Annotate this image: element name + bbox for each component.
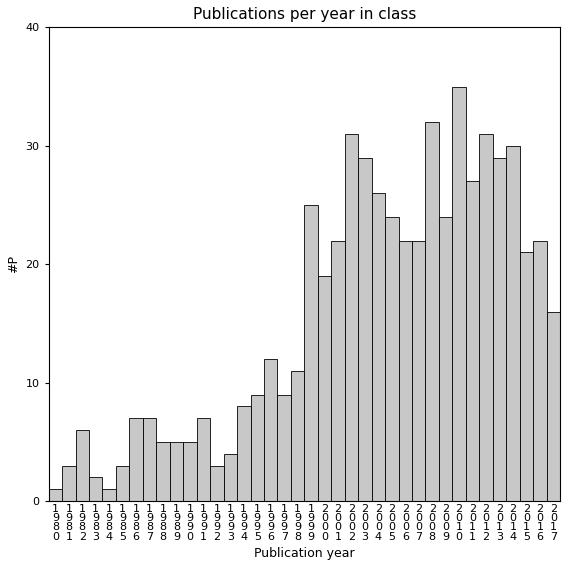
Bar <box>183 442 197 501</box>
Bar <box>318 276 331 501</box>
Bar <box>331 240 345 501</box>
Bar <box>304 205 318 501</box>
Bar <box>277 395 291 501</box>
Bar <box>345 134 358 501</box>
Bar <box>425 122 439 501</box>
Bar <box>520 252 533 501</box>
Bar <box>89 477 103 501</box>
Bar <box>399 240 412 501</box>
Bar <box>62 466 75 501</box>
Bar <box>493 158 506 501</box>
Bar <box>291 371 304 501</box>
Bar <box>223 454 237 501</box>
Bar <box>452 87 466 501</box>
Bar <box>49 489 62 501</box>
Bar <box>129 418 143 501</box>
Bar <box>170 442 183 501</box>
Bar <box>75 430 89 501</box>
Bar <box>533 240 547 501</box>
Bar <box>210 466 223 501</box>
Bar <box>264 359 277 501</box>
Bar <box>116 466 129 501</box>
X-axis label: Publication year: Publication year <box>254 547 355 560</box>
Bar <box>237 407 251 501</box>
Bar <box>439 217 452 501</box>
Bar <box>143 418 156 501</box>
Bar <box>547 312 560 501</box>
Bar <box>251 395 264 501</box>
Bar <box>506 146 520 501</box>
Bar <box>358 158 371 501</box>
Y-axis label: #P: #P <box>7 255 20 273</box>
Bar <box>466 181 479 501</box>
Bar <box>385 217 399 501</box>
Bar <box>197 418 210 501</box>
Bar <box>479 134 493 501</box>
Title: Publications per year in class: Publications per year in class <box>193 7 416 22</box>
Bar <box>103 489 116 501</box>
Bar <box>371 193 385 501</box>
Bar <box>156 442 170 501</box>
Bar <box>412 240 425 501</box>
